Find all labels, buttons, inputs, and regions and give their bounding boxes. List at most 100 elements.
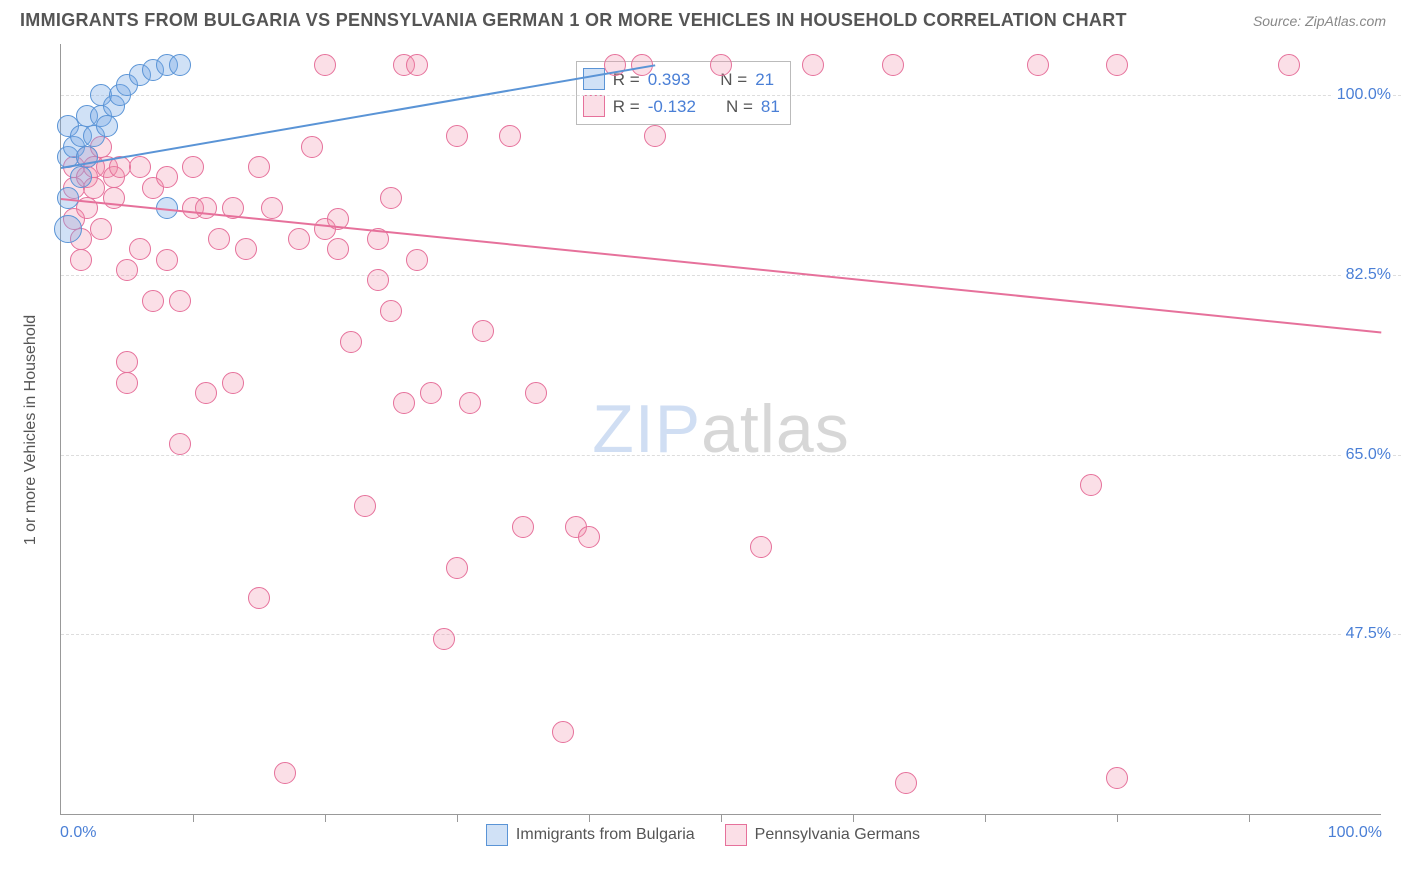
- data-point: [208, 228, 230, 250]
- n-label: N =: [726, 93, 753, 120]
- y-tick-label: 65.0%: [1342, 446, 1391, 464]
- data-point: [644, 125, 666, 147]
- x-tick: [721, 814, 722, 822]
- legend-swatch: [583, 95, 605, 117]
- data-point: [393, 392, 415, 414]
- data-point: [314, 54, 336, 76]
- legend-swatch: [583, 68, 605, 90]
- r-label: R =: [613, 93, 640, 120]
- plot-area: ZIPatlas R =0.393N =21R =-0.132N =81 100…: [60, 44, 1381, 815]
- source-label: Source: ZipAtlas.com: [1253, 13, 1386, 29]
- legend-swatch: [486, 824, 508, 846]
- data-point: [802, 54, 824, 76]
- x-tick: [325, 814, 326, 822]
- data-point: [195, 382, 217, 404]
- y-tick-label: 47.5%: [1342, 625, 1391, 643]
- data-point: [169, 433, 191, 455]
- x-tick: [589, 814, 590, 822]
- data-point: [750, 536, 772, 558]
- data-point: [182, 156, 204, 178]
- data-point: [367, 269, 389, 291]
- gridline: [61, 275, 1401, 276]
- data-point: [288, 228, 310, 250]
- data-point: [433, 628, 455, 650]
- data-point: [116, 351, 138, 373]
- data-point: [116, 259, 138, 281]
- legend-item: Pennsylvania Germans: [725, 824, 920, 846]
- gridline: [61, 455, 1401, 456]
- data-point: [327, 238, 349, 260]
- data-point: [472, 320, 494, 342]
- n-value: 81: [761, 93, 780, 120]
- data-point: [578, 526, 600, 548]
- x-tick: [1249, 814, 1250, 822]
- data-point: [169, 290, 191, 312]
- data-point: [552, 721, 574, 743]
- data-point: [446, 557, 468, 579]
- data-point: [116, 372, 138, 394]
- legend-item: Immigrants from Bulgaria: [486, 824, 695, 846]
- data-point: [222, 372, 244, 394]
- legend-swatch: [725, 824, 747, 846]
- x-tick: [193, 814, 194, 822]
- legend-label: Pennsylvania Germans: [755, 826, 920, 844]
- data-point: [406, 54, 428, 76]
- data-point: [1080, 474, 1102, 496]
- watermark: ZIPatlas: [592, 390, 849, 468]
- data-point: [129, 238, 151, 260]
- title-bar: IMMIGRANTS FROM BULGARIA VS PENNSYLVANIA…: [20, 10, 1386, 31]
- data-point: [340, 331, 362, 353]
- trend-line: [61, 198, 1381, 333]
- data-point: [406, 249, 428, 271]
- data-point: [261, 197, 283, 219]
- data-point: [380, 300, 402, 322]
- data-point: [96, 115, 118, 137]
- x-tick: [457, 814, 458, 822]
- data-point: [420, 382, 442, 404]
- data-point: [248, 156, 270, 178]
- data-point: [895, 772, 917, 794]
- gridline: [61, 634, 1401, 635]
- data-point: [129, 156, 151, 178]
- data-point: [1027, 54, 1049, 76]
- stats-row: R = -0.132 N = 81: [583, 93, 780, 120]
- data-point: [499, 125, 521, 147]
- data-point: [248, 587, 270, 609]
- y-tick-label: 100.0%: [1333, 86, 1391, 104]
- x-tick: [853, 814, 854, 822]
- data-point: [1106, 767, 1128, 789]
- data-point: [380, 187, 402, 209]
- r-value: 0.393: [648, 66, 691, 93]
- data-point: [169, 54, 191, 76]
- data-point: [301, 136, 323, 158]
- data-point: [710, 54, 732, 76]
- bottom-legend: Immigrants from Bulgaria Pennsylvania Ger…: [0, 824, 1406, 846]
- data-point: [235, 238, 257, 260]
- data-point: [54, 215, 82, 243]
- data-point: [274, 762, 296, 784]
- chart-title: IMMIGRANTS FROM BULGARIA VS PENNSYLVANIA…: [20, 10, 1127, 31]
- r-value: -0.132: [648, 93, 696, 120]
- y-tick-label: 82.5%: [1342, 266, 1391, 284]
- data-point: [354, 495, 376, 517]
- data-point: [525, 382, 547, 404]
- data-point: [142, 290, 164, 312]
- data-point: [1106, 54, 1128, 76]
- y-axis-label: 1 or more Vehicles in Household: [22, 315, 40, 545]
- data-point: [459, 392, 481, 414]
- data-point: [70, 166, 92, 188]
- legend-label: Immigrants from Bulgaria: [516, 826, 695, 844]
- x-tick: [985, 814, 986, 822]
- data-point: [156, 166, 178, 188]
- data-point: [512, 516, 534, 538]
- data-point: [90, 218, 112, 240]
- gridline: [61, 95, 1401, 96]
- x-tick: [1117, 814, 1118, 822]
- data-point: [882, 54, 904, 76]
- n-value: 21: [755, 66, 774, 93]
- data-point: [1278, 54, 1300, 76]
- data-point: [70, 249, 92, 271]
- data-point: [195, 197, 217, 219]
- data-point: [446, 125, 468, 147]
- data-point: [156, 249, 178, 271]
